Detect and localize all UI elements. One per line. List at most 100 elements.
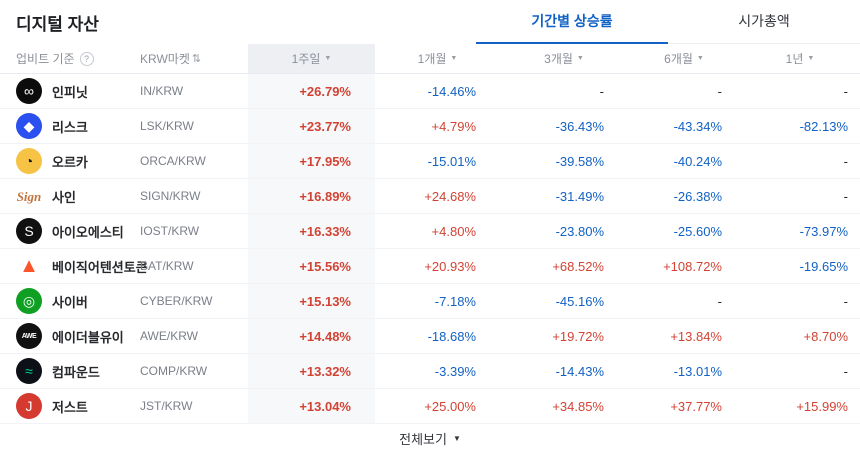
table-row[interactable]: ▲ 베이직어텐션토큰 BAT/KRW +15.56% +20.93% +68.5… <box>0 249 860 284</box>
column-header-1year-label: 1년 <box>785 52 804 66</box>
view-all-button[interactable]: 전체보기 ▼ <box>399 429 461 448</box>
change-1week: +14.48% <box>248 319 375 353</box>
change-1month: -3.39% <box>434 363 476 379</box>
change-6month: -40.24% <box>673 153 722 169</box>
change-3month: -14.43% <box>555 363 604 379</box>
coin-cell: ◆ 리스크 <box>0 109 140 143</box>
market-pair: CYBER/KRW <box>140 294 213 308</box>
asset-table-body: ∞ 인피닛 IN/KRW +26.79% -14.46% - - - ◆ 리스크… <box>0 74 860 424</box>
change-1week: +23.77% <box>248 109 375 143</box>
change-1year: - <box>843 153 848 169</box>
coin-icon: ◔ <box>16 148 42 174</box>
market-pair: AWE/KRW <box>140 329 199 343</box>
change-6month: +37.77% <box>670 398 722 414</box>
column-header-3month[interactable]: 3개월 ▼ <box>500 44 628 73</box>
coin-cell: AWE 에이더블유이 <box>0 319 140 353</box>
change-6month: -26.38% <box>673 188 722 204</box>
table-row[interactable]: AWE 에이더블유이 AWE/KRW +14.48% -18.68% +19.7… <box>0 319 860 354</box>
table-row[interactable]: J 저스트 JST/KRW +13.04% +25.00% +34.85% +3… <box>0 389 860 424</box>
caret-down-icon: ▼ <box>696 55 704 62</box>
change-1year: - <box>843 363 848 379</box>
change-1year: - <box>843 293 848 309</box>
change-1year: +8.70% <box>803 328 848 344</box>
column-header-6month-label: 6개월 <box>664 52 693 66</box>
column-header-market-label: KRW마켓 <box>140 52 190 66</box>
caret-down-icon: ▼ <box>324 55 332 62</box>
change-1week: +15.56% <box>248 249 375 283</box>
change-3month: -39.58% <box>555 153 604 169</box>
change-6month: -13.01% <box>673 363 722 379</box>
change-3month: +19.72% <box>552 328 604 344</box>
table-row[interactable]: ◆ 리스크 LSK/KRW +23.77% +4.79% -36.43% -43… <box>0 109 860 144</box>
coin-icon: ◆ <box>16 113 42 139</box>
coin-icon: J <box>16 393 42 419</box>
change-1month: -15.01% <box>427 153 476 169</box>
table-row[interactable]: S 아이오에스티 IOST/KRW +16.33% +4.80% -23.80%… <box>0 214 860 249</box>
coin-icon: Sign <box>16 188 42 204</box>
change-3month: +34.85% <box>552 398 604 414</box>
column-header-name: 업비트 기준 ? <box>0 44 140 73</box>
change-1week: +16.33% <box>248 214 375 248</box>
coin-cell: ◔ 오르카 <box>0 144 140 178</box>
market-pair: COMP/KRW <box>140 364 208 378</box>
column-header-name-label: 업비트 기준 <box>16 52 75 66</box>
coin-name: 아이오에스티 <box>52 224 124 240</box>
view-all-label: 전체보기 <box>399 432 447 447</box>
change-3month: -31.49% <box>555 188 604 204</box>
tab-market-cap[interactable]: 시가총액 <box>738 13 790 29</box>
change-1week: +17.95% <box>248 144 375 178</box>
change-6month: -43.34% <box>673 118 722 134</box>
coin-name: 베이직어텐션토큰 <box>52 259 148 275</box>
coin-name: 사인 <box>52 189 76 205</box>
coin-cell: ≈ 컴파운드 <box>0 354 140 388</box>
change-1year: +15.99% <box>796 398 848 414</box>
coin-icon: ∞ <box>16 78 42 104</box>
table-footer: 전체보기 ▼ <box>0 424 860 453</box>
page-title: 디지털 자산 <box>16 14 99 34</box>
table-row[interactable]: Sign 사인 SIGN/KRW +16.89% +24.68% -31.49%… <box>0 179 860 214</box>
coin-icon: S <box>16 218 42 244</box>
market-pair: SIGN/KRW <box>140 189 201 203</box>
change-1week: +26.79% <box>248 74 375 108</box>
table-row[interactable]: ≈ 컴파운드 COMP/KRW +13.32% -3.39% -14.43% -… <box>0 354 860 389</box>
column-header-6month[interactable]: 6개월 ▼ <box>628 44 740 73</box>
table-row[interactable]: ◎ 사이버 CYBER/KRW +15.13% -7.18% -45.16% -… <box>0 284 860 319</box>
change-3month: +68.52% <box>552 258 604 274</box>
change-1year: -73.97% <box>799 223 848 239</box>
table-row[interactable]: ◔ 오르카 ORCA/KRW +17.95% -15.01% -39.58% -… <box>0 144 860 179</box>
change-3month: -23.80% <box>555 223 604 239</box>
tab-period-change[interactable]: 기간별 상승률 <box>476 0 668 44</box>
table-row[interactable]: ∞ 인피닛 IN/KRW +26.79% -14.46% - - - <box>0 74 860 109</box>
top-bar: 디지털 자산 기간별 상승률 시가총액 <box>0 0 860 44</box>
column-header-1month[interactable]: 1개월 ▼ <box>375 44 500 73</box>
column-header-market[interactable]: KRW마켓 ⇅ <box>140 44 248 73</box>
change-1week: +16.89% <box>248 179 375 213</box>
sort-icon: ⇅ <box>191 53 202 65</box>
coin-name: 컴파운드 <box>52 364 100 380</box>
change-6month: - <box>717 83 722 99</box>
caret-down-icon: ▼ <box>450 55 458 62</box>
change-3month: -45.16% <box>555 293 604 309</box>
market-pair: BAT/KRW <box>140 259 194 273</box>
change-1week: +13.32% <box>248 354 375 388</box>
coin-cell: S 아이오에스티 <box>0 214 140 248</box>
change-1month: -14.46% <box>427 83 476 99</box>
coin-cell: Sign 사인 <box>0 179 140 213</box>
market-pair: LSK/KRW <box>140 119 194 133</box>
change-6month: +13.84% <box>670 328 722 344</box>
coin-icon: AWE <box>16 323 42 349</box>
change-1month: +4.80% <box>431 223 476 239</box>
market-pair: JST/KRW <box>140 399 193 413</box>
change-3month: - <box>599 83 604 99</box>
help-icon[interactable]: ? <box>79 51 94 66</box>
column-header-1year[interactable]: 1년 ▼ <box>740 44 860 73</box>
change-1year: -19.65% <box>799 258 848 274</box>
change-3month: -36.43% <box>555 118 604 134</box>
change-1month: +25.00% <box>424 398 476 414</box>
coin-name: 리스크 <box>52 119 88 135</box>
coin-name: 인피닛 <box>52 84 88 100</box>
table-header-row: 업비트 기준 ? KRW마켓 ⇅ 1주일 ▼ 1개월 ▼ 3개월 ▼ 6개월 ▼… <box>0 44 860 74</box>
column-header-1week[interactable]: 1주일 ▼ <box>248 44 375 73</box>
market-pair: ORCA/KRW <box>140 154 206 168</box>
coin-icon: ◎ <box>16 288 42 314</box>
